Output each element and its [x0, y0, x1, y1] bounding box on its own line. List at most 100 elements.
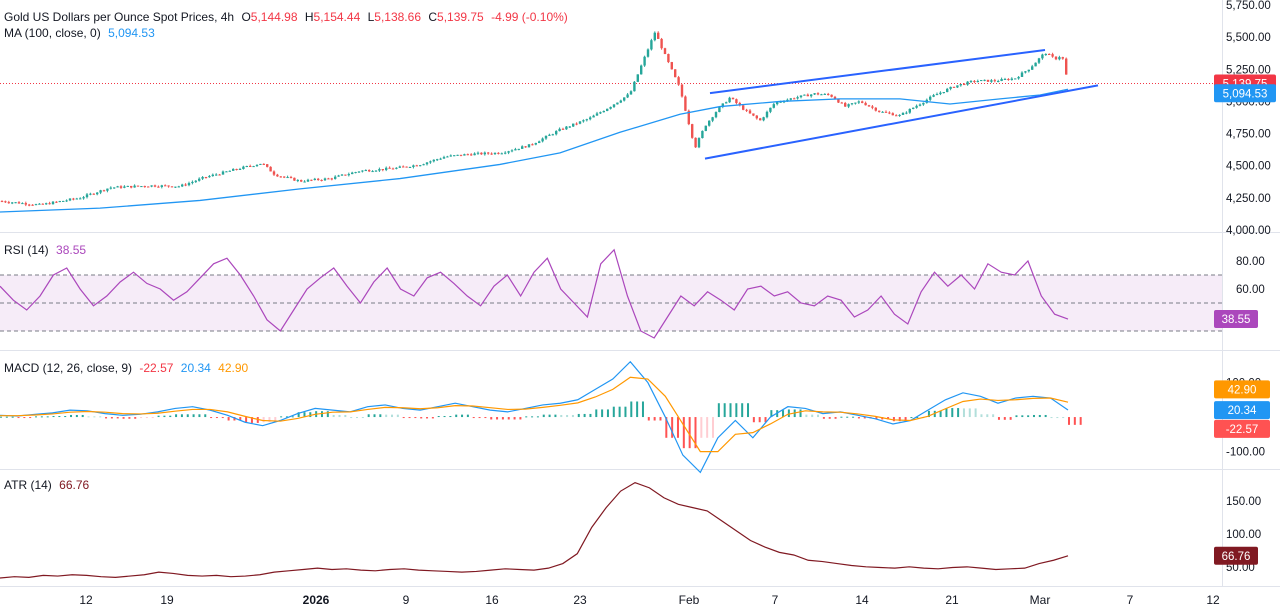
candle-body [1051, 54, 1054, 57]
candle-body [952, 86, 956, 88]
macd-histogram-bar [204, 414, 207, 418]
macd-histogram-bar [1009, 417, 1012, 420]
ma-legend: MA (100, close, 0) 5,094.53 [4, 26, 159, 40]
macd-histogram-bar [466, 414, 469, 418]
macd-histogram-bar [192, 414, 195, 418]
macd-histogram-bar [986, 414, 989, 418]
candle-body [653, 32, 656, 41]
candle-body [510, 150, 514, 152]
candle-body [976, 81, 979, 83]
macd-histogram-bar [145, 417, 148, 419]
candle-body [92, 193, 95, 195]
macd-histogram-bar [957, 408, 960, 418]
macd-signal-value: 42.90 [218, 361, 249, 375]
macd-histogram-bar [898, 417, 901, 422]
candle-body [283, 176, 286, 178]
candle-body [249, 165, 252, 167]
candle-body [966, 81, 969, 85]
macd-histogram-bar [1015, 415, 1018, 418]
macd-hist-value: -22.57 [139, 361, 174, 375]
macd-histogram-bar [554, 414, 557, 418]
macd-histogram-bar [758, 417, 761, 423]
atr-axis-tick: 100.00 [1226, 529, 1261, 541]
candle-body [810, 94, 813, 97]
macd-histogram-bar [636, 401, 639, 418]
macd-histogram-bar [233, 417, 236, 421]
macd-line [0, 360, 1069, 474]
macd-histogram-bar [356, 417, 358, 419]
macd-histogram-bar [361, 417, 364, 419]
candle-body [402, 166, 405, 168]
candle-body [1010, 78, 1013, 80]
candle-body [612, 104, 616, 107]
candle-body [735, 99, 738, 104]
candle-body [436, 159, 439, 161]
candle-body [140, 186, 143, 188]
candle-body [806, 94, 809, 97]
candle-body [1007, 79, 1010, 81]
macd-histogram-bar [5, 416, 8, 418]
macd-legend: MACD (12, 26, close, 9) -22.57 20.34 42.… [4, 361, 252, 375]
candle-body [34, 204, 38, 206]
candle-body [898, 114, 901, 116]
candle-body [524, 146, 527, 148]
macd-histogram-bar [507, 417, 510, 420]
candle-body [867, 105, 871, 107]
candle-body [85, 194, 89, 198]
candle-body [864, 102, 867, 106]
macd-histogram-bar [105, 417, 108, 419]
candle-body [844, 103, 847, 107]
candle-body [674, 69, 677, 78]
candle-body [347, 174, 350, 176]
macd-histogram-bar [770, 410, 773, 418]
macd-histogram-bar [1038, 414, 1041, 418]
macd-histogram-bar [122, 417, 125, 419]
price-axis-tick: 4,750.00 [1226, 129, 1271, 141]
macd-histogram-bar [782, 410, 785, 418]
candle-body [891, 113, 894, 116]
candle-body [446, 156, 449, 158]
candle-body [11, 202, 14, 204]
macd-histogram-bar [513, 417, 516, 420]
macd-histogram-bar [210, 417, 213, 419]
price-axis-tick: 5,500.00 [1226, 32, 1271, 44]
candle-body [323, 178, 327, 181]
price-axis-tick: 4,000.00 [1226, 225, 1271, 237]
candle-body [789, 98, 792, 100]
macd-histogram-bar [1003, 417, 1006, 420]
candle-body [595, 113, 599, 116]
macd-line-value: 20.34 [180, 361, 211, 375]
candle-body [599, 112, 602, 114]
macd-line-badge: 20.34 [1228, 405, 1257, 417]
atr-value: 66.76 [59, 478, 90, 492]
candle-body [374, 170, 378, 172]
macd-histogram-bar [595, 409, 598, 418]
candle-body [170, 186, 174, 188]
macd-histogram-bar [116, 417, 119, 419]
candle-body [334, 176, 337, 179]
candle-body [633, 81, 636, 92]
macd-histogram-bar [17, 417, 20, 419]
candle-body [208, 176, 211, 178]
candle-body [670, 62, 673, 70]
candle-body [232, 168, 235, 171]
time-axis-tick: Feb [679, 593, 700, 607]
ma-badge: 5,094.53 [1223, 88, 1268, 100]
candle-body [116, 186, 119, 188]
macd-histogram-bar [291, 416, 294, 418]
candle-body [252, 166, 255, 168]
macd-histogram-bar [717, 403, 720, 418]
candle-body [708, 120, 711, 126]
candle-body [711, 117, 714, 121]
price-axis-tick: 4,250.00 [1226, 193, 1271, 205]
macd-histogram-bar [811, 414, 814, 418]
candle-body [45, 203, 48, 205]
candle-body [878, 110, 881, 112]
candle-body [487, 152, 490, 154]
candle-body [28, 204, 31, 206]
price-axis-tick: 5,750.00 [1226, 0, 1271, 12]
macd-histogram-bar [309, 412, 312, 418]
candle-body [1017, 76, 1020, 79]
price-legend: Gold US Dollars per Ounce Spot Prices, 4… [4, 10, 572, 24]
